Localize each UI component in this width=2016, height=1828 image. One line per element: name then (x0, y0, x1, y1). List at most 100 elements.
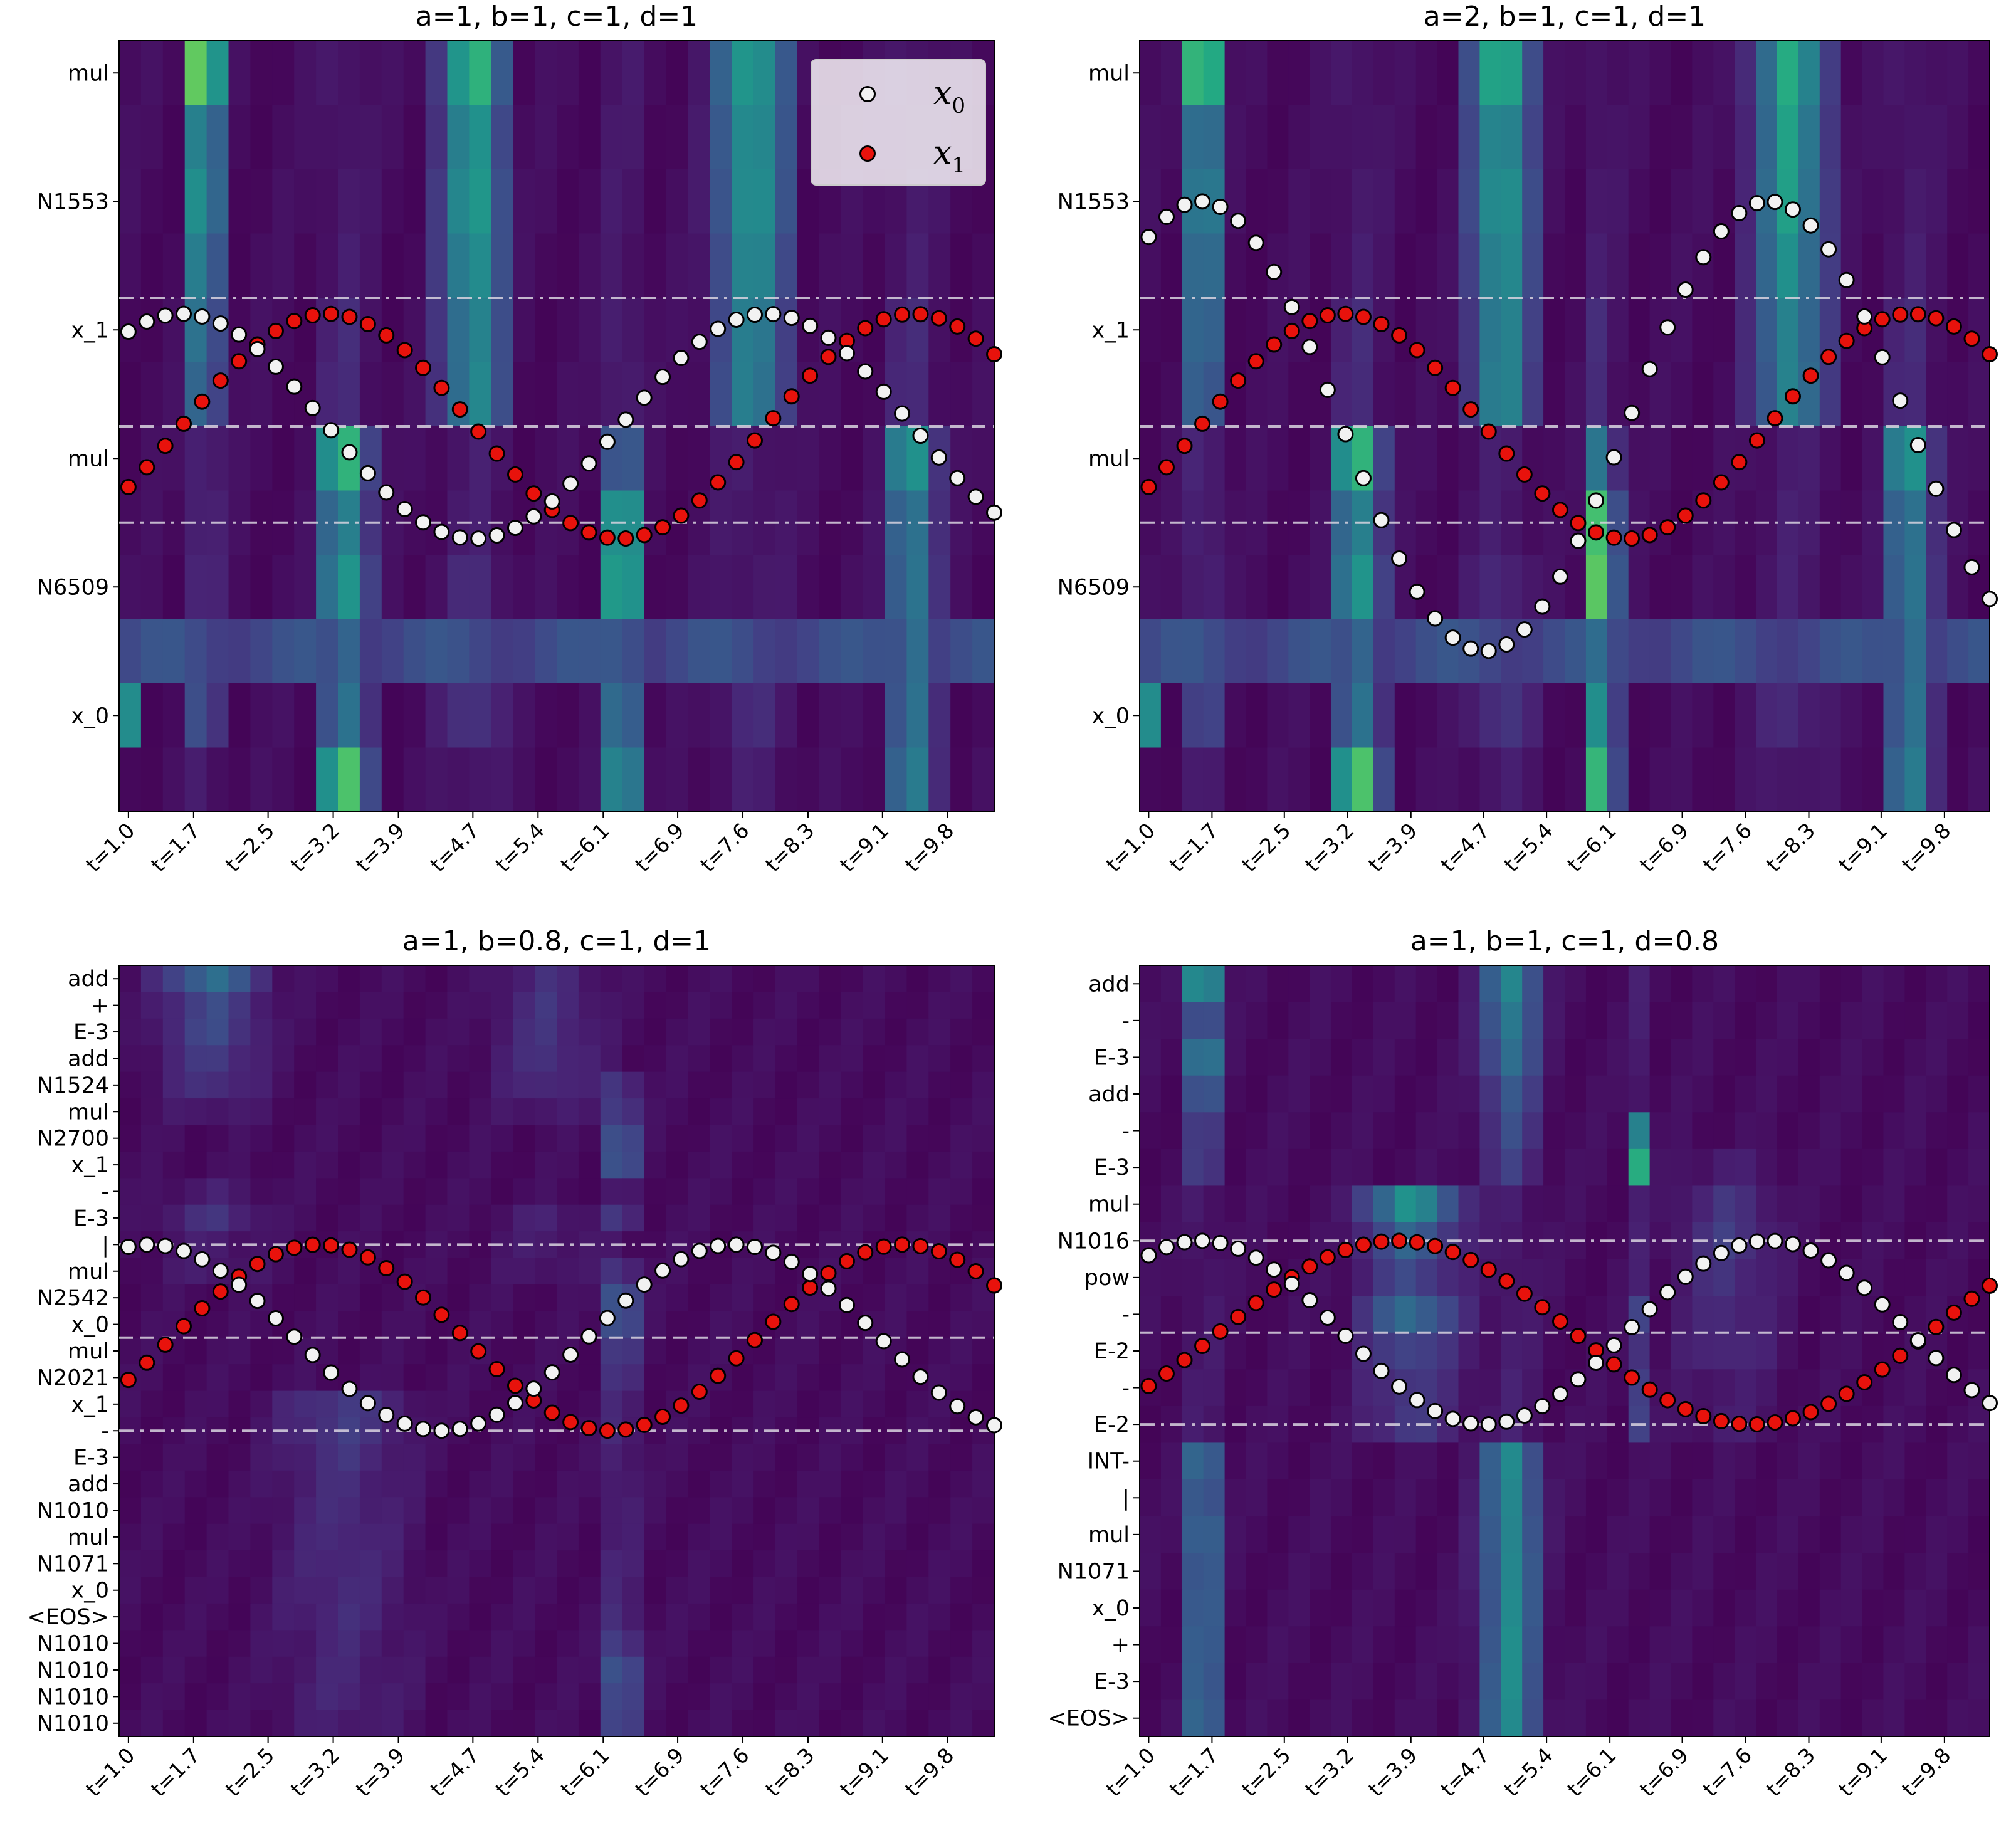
heatmap-cell (1968, 1332, 1990, 1370)
heatmap-cell (1267, 1516, 1289, 1553)
heatmap-cell (338, 683, 360, 749)
heatmap-cell (359, 1683, 382, 1711)
heatmap-cell (1458, 233, 1480, 298)
heatmap-cell (578, 1258, 601, 1285)
axes-frame (1139, 965, 1990, 1737)
heatmap-cell (819, 1204, 842, 1232)
heatmap-cell (1904, 965, 1926, 1003)
heatmap-cell (1437, 1185, 1459, 1223)
heatmap-cell (841, 1151, 864, 1179)
heatmap-cell (381, 747, 404, 812)
heatmap-cell (972, 992, 995, 1019)
x-tick-label: t=3.2 (286, 1743, 344, 1801)
heatmap-cell (753, 619, 776, 684)
heatmap-cell (885, 1603, 907, 1631)
heatmap-cell (928, 233, 951, 298)
heatmap-cell (906, 683, 929, 749)
x1-marker (1391, 1232, 1408, 1249)
heatmap-cell (1394, 1589, 1417, 1627)
x1-marker (1928, 1318, 1945, 1335)
heatmap-cell (359, 1656, 382, 1684)
heatmap-cell (622, 1125, 645, 1152)
heatmap-cell (753, 1098, 776, 1126)
heatmap-cell (644, 1071, 667, 1099)
heatmap-cell (1140, 1259, 1162, 1296)
heatmap-cell (1479, 233, 1501, 298)
y-tick-label: E-3 (1094, 1669, 1130, 1694)
heatmap-cell (797, 1337, 820, 1365)
heatmap-cell (469, 1071, 491, 1099)
heatmap-cell (557, 1577, 579, 1604)
heatmap-cell (1224, 1553, 1247, 1590)
heatmap-cell (1160, 1148, 1183, 1187)
heatmap-cell (403, 619, 426, 684)
heatmap-cell (184, 1364, 207, 1392)
heatmap-cell (1140, 298, 1162, 363)
heatmap-cell (732, 1656, 754, 1684)
heatmap-cell (1140, 619, 1162, 684)
heatmap-cell (1713, 747, 1735, 812)
heatmap-cell (469, 233, 491, 298)
legend-marker-x0 (859, 86, 876, 102)
x0-marker (673, 1251, 690, 1268)
heatmap-cell (1947, 105, 1969, 170)
heatmap-cell (294, 1178, 317, 1206)
x1-marker (1945, 1304, 1962, 1321)
heatmap-cell (1458, 1112, 1480, 1150)
x0-marker (1856, 308, 1873, 325)
heatmap-cell (447, 1577, 470, 1604)
heatmap-cell (1160, 1002, 1183, 1039)
heatmap-cell (1543, 965, 1565, 1003)
heatmap-cell (1777, 1553, 1799, 1590)
heatmap-cell (359, 683, 382, 749)
heatmap-cell (403, 1550, 426, 1578)
heatmap-cell (119, 1204, 142, 1232)
heatmap-cell (1713, 1589, 1735, 1627)
heatmap-cell (1628, 41, 1651, 106)
heatmap-cell (140, 169, 164, 234)
heatmap-cell (403, 965, 426, 993)
x0-marker (986, 1417, 1002, 1434)
heatmap-cell (644, 1364, 667, 1392)
heatmap-cell (600, 1630, 623, 1657)
heatmap-cell (1692, 1663, 1714, 1701)
heatmap-cell (1819, 1626, 1842, 1664)
heatmap-cell (1288, 1002, 1310, 1039)
heatmap-cell (1883, 1185, 1905, 1223)
heatmap-cell (1628, 1699, 1651, 1737)
heatmap-cell (578, 1204, 601, 1232)
heatmap-cell (1352, 298, 1374, 363)
heatmap-cell (797, 1125, 820, 1152)
heatmap-cell (1819, 683, 1842, 749)
heatmap-cell (1501, 1369, 1523, 1407)
heatmap-cell (1756, 1039, 1778, 1076)
heatmap-cell (228, 1630, 251, 1657)
heatmap-cell (1310, 1185, 1331, 1223)
heatmap-cell (797, 619, 820, 684)
heatmap-cell (1182, 1663, 1204, 1701)
heatmap-cell (797, 747, 820, 812)
heatmap-cell (1862, 1663, 1884, 1701)
heatmap-cell (425, 1444, 448, 1471)
heatmap-cell (140, 1071, 164, 1099)
heatmap-cell (513, 619, 535, 684)
heatmap-cell (841, 1337, 864, 1365)
heatmap-cell (644, 965, 667, 993)
heatmap-cell (1968, 619, 1990, 684)
x1-marker (1480, 423, 1497, 440)
heatmap-cell (535, 992, 557, 1019)
heatmap-cell (1373, 1112, 1395, 1150)
heatmap-cell (710, 1204, 732, 1232)
heatmap-cell (775, 169, 798, 234)
heatmap-cell (1501, 298, 1523, 363)
x1-marker (580, 1420, 597, 1437)
heatmap-cell (1267, 1075, 1289, 1113)
heatmap-cell (600, 1577, 623, 1604)
y-tick-label: - (1121, 1119, 1130, 1144)
heatmap-cell (1479, 298, 1501, 363)
x1-marker (1409, 342, 1425, 359)
x1-marker (139, 459, 155, 476)
heatmap-cell (600, 1683, 623, 1711)
heatmap-cell (1947, 1442, 1969, 1480)
heatmap-cell (819, 1337, 842, 1365)
